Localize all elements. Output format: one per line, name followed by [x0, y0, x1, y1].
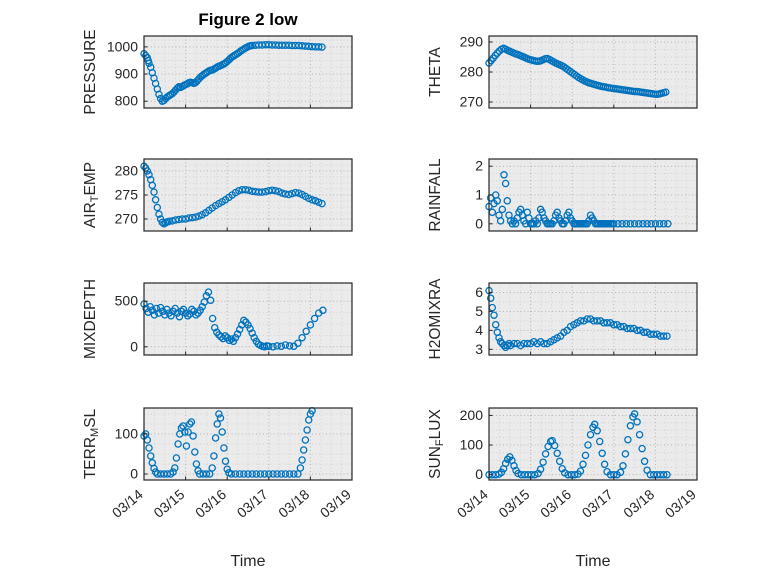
chart-rainfall: 0 1 2 RAINFALL: [427, 158, 698, 232]
chart-sunflux: 0 100 200 03/14 03/15 03/16 03/17 03/18 03/19 SUN…: [427, 407, 699, 521]
subplot-terrmsl: 0 100 03/14 03/15 03/16 03/17 03/18 03/19 TERRMS…: [80, 402, 360, 555]
y-tick-label: 500: [115, 293, 139, 309]
y-axis-label-rainfall: RAINFALL: [427, 158, 444, 232]
y-tick-label: 200: [460, 407, 484, 423]
y-tick-label: 5: [475, 303, 483, 319]
chart-pressure: 800 900 1000 PRESSURE: [82, 29, 353, 115]
y-axis-label-airtemp: AIRTEMP: [82, 162, 101, 228]
y-axis-label-mixdepth: MIXDEPTH: [82, 279, 99, 359]
x-tick-label: 03/15: [495, 486, 532, 521]
y-axis-label-theta: THETA: [427, 47, 444, 97]
y-tick-label: 800: [115, 93, 139, 109]
y-axis-label-sunflux: SUNFLUX: [427, 409, 446, 479]
chart-terrmsl: 0 100 03/14 03/15 03/16 03/17 03/18 03/19 TERRMS…: [82, 407, 354, 521]
y-tick-label: 1000: [107, 38, 138, 54]
y-tick-label: 270: [460, 94, 484, 110]
subplot-pressure: 800 900 1000 PRESSURE: [80, 29, 360, 127]
y-tick-label: 290: [460, 34, 484, 50]
x-axis-label-right: Time: [575, 553, 611, 570]
y-tick-label: 100: [460, 437, 484, 453]
chart-h2omixra: 3 4 5 6 H2OMIXRA: [427, 278, 698, 360]
y-tick-label: 2: [475, 158, 483, 174]
subplot-h2omixra: 3 4 5 6 H2OMIXRA: [425, 277, 705, 374]
y-tick-label: 280: [115, 163, 139, 179]
y-axis-label-h2omixra: H2OMIXRA: [427, 278, 444, 360]
y-tick-label: 0: [475, 215, 483, 231]
x-tick-label: 03/17: [579, 486, 616, 521]
x-tick-label: 03/19: [662, 486, 699, 521]
y-tick-label: 900: [115, 66, 139, 82]
y-tick-label: 100: [115, 426, 139, 442]
subplot-airtemp: 270 275 280 AIRTEMP: [80, 153, 360, 250]
y-axis-label-pressure: PRESSURE: [82, 30, 99, 115]
x-tick-label: 03/15: [150, 486, 187, 521]
subplot-rainfall: 0 1 2 RAINFALL: [425, 153, 705, 250]
x-tick-label: 03/14: [454, 486, 491, 521]
y-tick-label: 0: [475, 466, 483, 482]
chart-theta: 270 280 290 THETA: [427, 34, 698, 110]
x-tick-label: 03/18: [275, 486, 312, 521]
x-tick-label: 03/16: [192, 486, 229, 521]
chart-mixdepth: 0 500 MIXDEPTH: [82, 279, 353, 359]
y-tick-label: 3: [475, 341, 483, 357]
x-axis-label-left: Time: [230, 553, 266, 570]
y-axis-label-terrmsl: TERRMSL: [82, 408, 101, 479]
x-tick-label: 03/18: [620, 486, 657, 521]
y-tick-label: 0: [130, 466, 138, 482]
x-tick-label: 03/14: [109, 486, 146, 521]
subplot-mixdepth: 0 500 MIXDEPTH: [80, 277, 360, 374]
y-tick-label: 280: [460, 64, 484, 80]
y-tick-label: 6: [475, 284, 483, 300]
y-tick-label: 275: [115, 187, 139, 203]
chart-airtemp: 270 275 280 AIRTEMP: [82, 158, 353, 232]
x-tick-label: 03/19: [317, 486, 354, 521]
x-tick-label: 03/17: [234, 486, 271, 521]
y-tick-label: 4: [475, 322, 483, 338]
y-tick-label: 270: [115, 211, 139, 227]
subplot-theta: 270 280 290 THETA: [425, 30, 705, 127]
x-tick-label: 03/16: [537, 486, 574, 521]
y-tick-label: 0: [130, 338, 138, 354]
figure-title: Figure 2 low: [198, 10, 298, 29]
y-tick-label: 1: [475, 187, 483, 203]
subplot-sunflux: 0 100 200 03/14 03/15 03/16 03/17 03/18 03/19 SUN…: [425, 402, 705, 555]
